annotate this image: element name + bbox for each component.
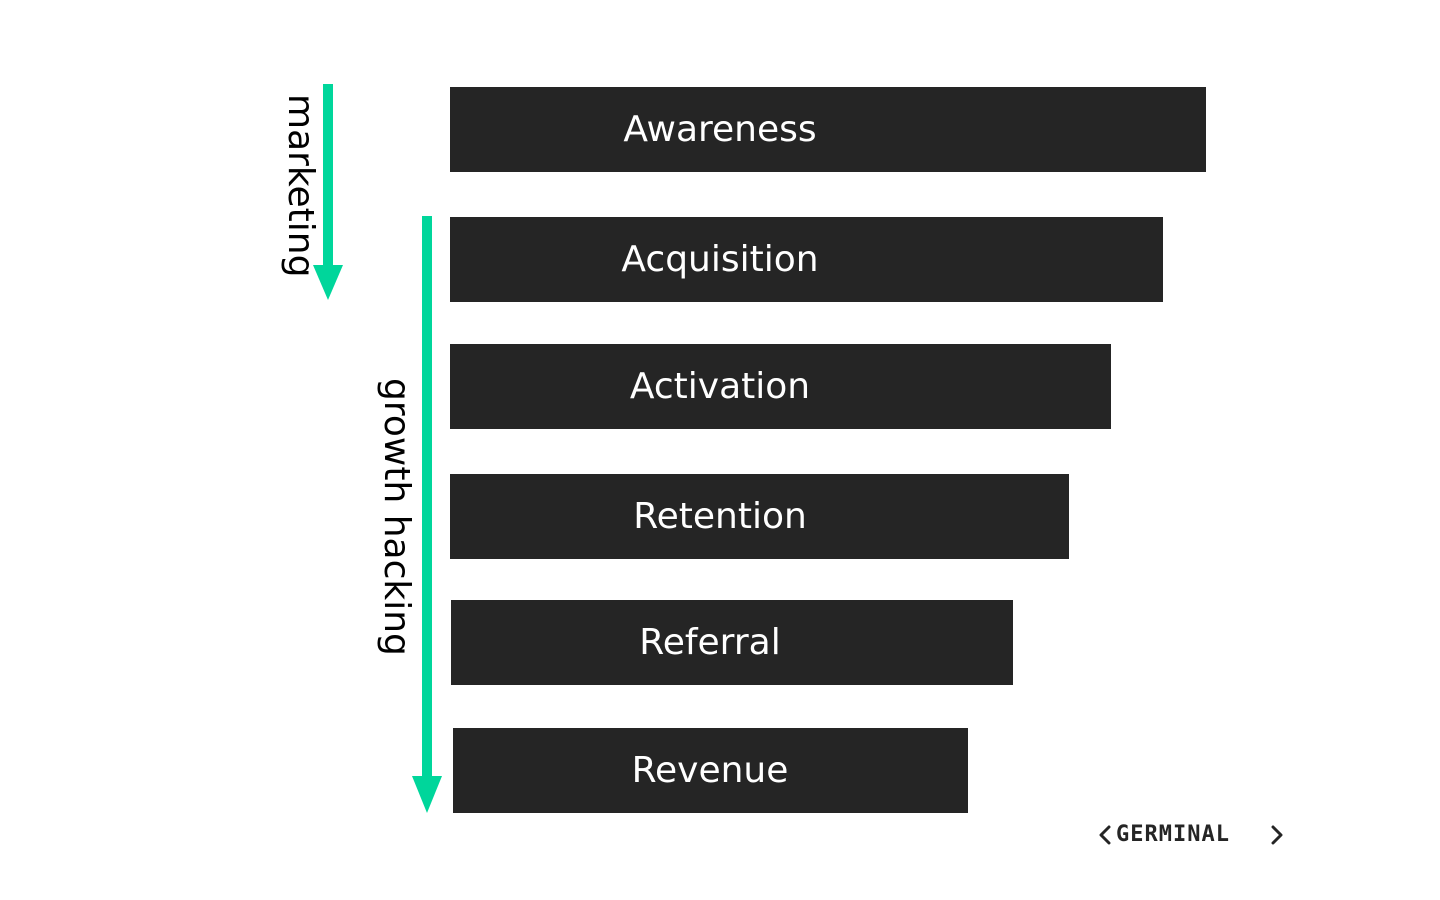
funnel-bar-awareness	[450, 87, 1206, 172]
funnel-bar-acquisition	[450, 217, 1163, 302]
funnel-label-awareness: Awareness	[623, 109, 817, 150]
funnel-bar-retention	[450, 474, 1069, 559]
marketing-arrow-icon	[313, 84, 343, 300]
germinal-logo: GERMINAL	[1098, 818, 1288, 852]
funnel-label-retention: Retention	[633, 496, 807, 537]
logo-right-chevron-icon	[1271, 825, 1283, 845]
funnel-label-activation: Activation	[629, 366, 811, 407]
funnel-bar-activation	[450, 344, 1111, 429]
funnel-label-revenue: Revenue	[631, 750, 789, 791]
funnel-label-acquisition: Acquisition	[621, 239, 819, 280]
logo-text: GERMINAL	[1116, 822, 1230, 847]
growth-hacking-label: growth hacking	[376, 378, 417, 656]
funnel-bar-referral	[451, 600, 1013, 685]
growth-hacking-arrow-icon	[412, 216, 442, 813]
funnel-label-referral: Referral	[639, 622, 781, 663]
logo-left-chevron-icon	[1099, 825, 1111, 845]
marketing-label: marketing	[280, 94, 321, 278]
funnel-bar-revenue	[453, 728, 968, 813]
